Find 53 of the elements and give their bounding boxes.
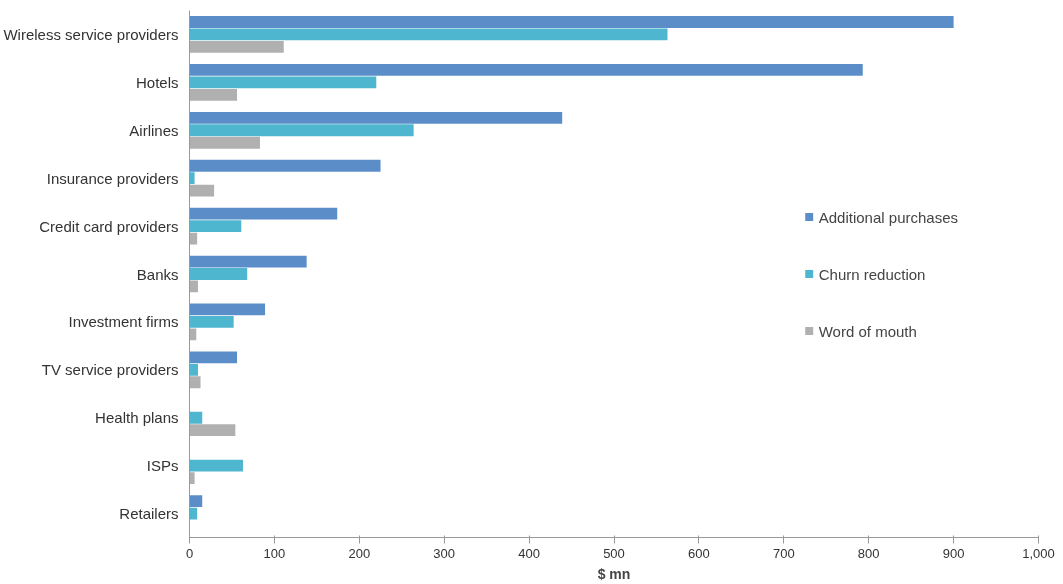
- x-tick-label: 800: [857, 545, 880, 561]
- bar: [189, 40, 284, 53]
- x-tick-label: 500: [603, 545, 625, 561]
- bar: [189, 495, 203, 508]
- x-tick-label: 400: [518, 545, 540, 561]
- y-tick-label: Insurance providers: [46, 169, 179, 187]
- bar: [189, 172, 195, 185]
- y-tick-label: Hotels: [135, 73, 179, 91]
- bar: [189, 424, 236, 437]
- bar: [189, 351, 238, 364]
- x-axis-title: $ mn: [597, 565, 631, 582]
- y-tick-label: Health plans: [95, 409, 179, 427]
- x-tick-label: 0: [185, 545, 194, 561]
- bar: [189, 459, 243, 472]
- y-tick-label: Investment firms: [68, 313, 179, 331]
- y-tick-label: Airlines: [129, 121, 179, 139]
- bar: [189, 255, 307, 268]
- bar: [189, 315, 234, 328]
- y-tick-label: Banks: [136, 265, 179, 283]
- bar: [189, 136, 260, 149]
- x-tick-label: 600: [688, 545, 710, 561]
- bar: [189, 207, 338, 220]
- bar: [189, 376, 201, 389]
- bar: [189, 472, 195, 485]
- x-tick-label: 200: [348, 545, 371, 561]
- y-tick-label: ISPs: [146, 457, 179, 475]
- bar: [189, 328, 197, 341]
- bar: [189, 124, 414, 137]
- bar: [189, 16, 954, 28]
- bar: [189, 268, 248, 280]
- y-tick-label: Retailers: [119, 505, 179, 523]
- y-tick-label: Credit card providers: [39, 217, 179, 235]
- bar: [189, 303, 266, 316]
- y-tick-label: Wireless service providers: [3, 25, 179, 43]
- x-tick-label: 1,000: [1022, 545, 1055, 561]
- bar: [189, 363, 198, 376]
- bar: [189, 159, 381, 172]
- bar: [189, 28, 668, 41]
- legend-label: Word of mouth: [818, 322, 917, 339]
- legend-label: Churn reduction: [818, 265, 926, 282]
- bar: [189, 220, 242, 233]
- bar: [189, 411, 203, 424]
- bar: [189, 76, 377, 89]
- legend-label: Additional purchases: [818, 208, 958, 225]
- bar: [189, 88, 238, 101]
- x-tick-label: 300: [433, 545, 456, 561]
- bar: [189, 111, 563, 124]
- x-tick-label: 900: [942, 545, 965, 561]
- x-tick-label: 700: [772, 545, 795, 561]
- bar: [189, 184, 215, 197]
- x-tick-label: 100: [263, 545, 286, 561]
- y-tick-label: TV service providers: [41, 361, 179, 379]
- bar: [189, 63, 863, 76]
